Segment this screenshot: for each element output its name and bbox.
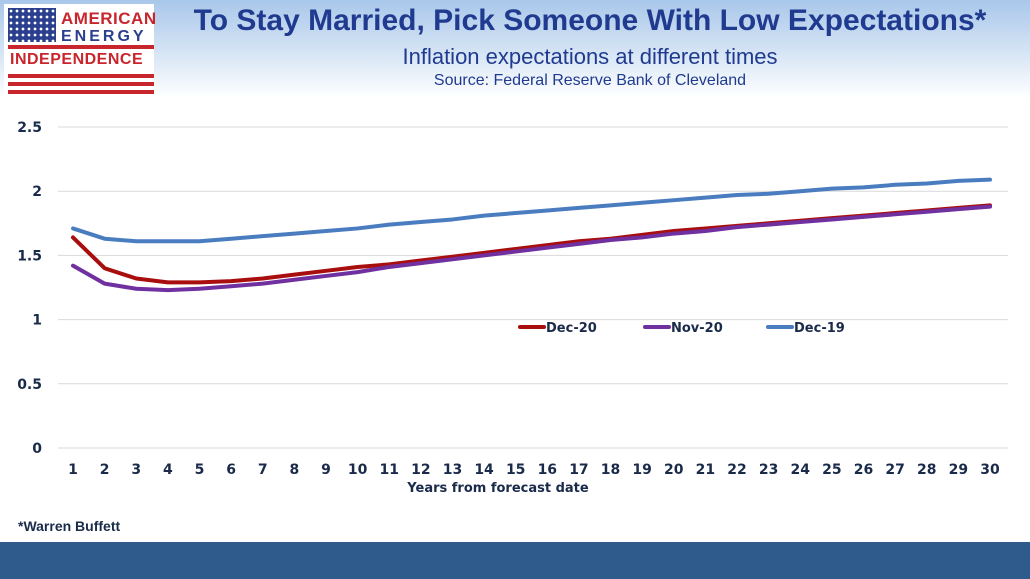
legend-label-nov-20: Nov-20: [671, 321, 723, 336]
page-title: To Stay Married, Pick Someone With Low E…: [193, 4, 987, 37]
x-tick-label: 12: [411, 462, 430, 478]
x-tick-label: 18: [601, 462, 620, 478]
legend-label-dec-19: Dec-19: [794, 321, 845, 336]
x-tick-label: 15: [506, 462, 525, 478]
x-tick-label: 29: [949, 462, 968, 478]
x-tick-label: 7: [258, 462, 268, 478]
x-tick-label: 4: [163, 462, 173, 478]
legend-label-dec-20: Dec-20: [546, 321, 597, 336]
x-tick-label: 30: [980, 462, 1000, 478]
x-tick-label: 25: [822, 462, 841, 478]
y-tick-label: 1.5: [17, 248, 42, 264]
logo-stripe: [8, 45, 154, 49]
y-tick-label: 1: [32, 313, 42, 329]
x-tick-label: 20: [664, 462, 684, 478]
y-tick-label: 0.5: [17, 377, 42, 393]
series-line-nov-20: [71, 204, 992, 293]
x-tick-label: 6: [226, 462, 236, 478]
logo-word-american: AMERICAN: [61, 9, 157, 28]
x-tick-label: 17: [569, 462, 588, 478]
x-tick-label: 2: [100, 462, 110, 478]
x-tick-label: 14: [474, 462, 494, 478]
x-tick-label: 26: [854, 462, 873, 478]
footer-bar: [0, 542, 1030, 579]
series-line-dec-19: [71, 177, 992, 244]
y-tick-label: 2.5: [17, 120, 42, 136]
x-tick-label: 19: [632, 462, 651, 478]
logo-stripes: [8, 74, 154, 94]
x-tick-label: 10: [348, 462, 368, 478]
x-tick-label: 28: [917, 462, 936, 478]
page-subtitle: Inflation expectations at different time…: [402, 44, 778, 69]
x-tick-label: 13: [443, 462, 462, 478]
x-tick-label: 5: [195, 462, 205, 478]
brand-logo: AMERICAN ENERGY INDEPENDENCE: [4, 4, 157, 96]
logo-word-energy: ENERGY: [61, 28, 147, 45]
y-tick-label: 2: [32, 184, 42, 200]
x-tick-label: 21: [696, 462, 715, 478]
x-tick-label: 23: [759, 462, 778, 478]
x-tick-label: 1: [68, 462, 78, 478]
x-tick-label: 9: [321, 462, 331, 478]
logo-word-independence: INDEPENDENCE: [10, 51, 144, 68]
header-banner: [0, 0, 1030, 98]
x-tick-label: 11: [379, 462, 398, 478]
x-tick-label: 16: [538, 462, 557, 478]
x-tick-label: 22: [727, 462, 746, 478]
footnote: *Warren Buffett: [18, 518, 121, 534]
flag-canton-icon: [8, 8, 56, 42]
x-tick-label: 3: [131, 462, 141, 478]
x-tick-label: 8: [289, 462, 299, 478]
source-note: Source: Federal Reserve Bank of Clevelan…: [433, 72, 747, 89]
x-tick-label: 24: [791, 462, 811, 478]
y-tick-label: 0: [32, 441, 42, 457]
x-axis-title: Years from forecast date: [406, 481, 589, 496]
x-tick-label: 27: [885, 462, 904, 478]
